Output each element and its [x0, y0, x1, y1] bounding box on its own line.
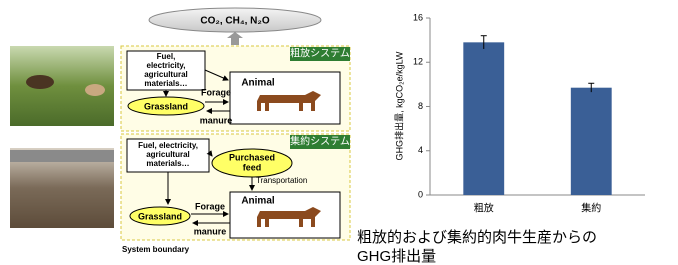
x-tick-label: 粗放	[474, 202, 494, 215]
manure-label: manure	[200, 115, 233, 125]
y-tick-label: 16	[413, 12, 423, 22]
input-text: Fuel,	[157, 52, 176, 61]
bar	[571, 88, 612, 195]
caption: GHG排出量	[357, 248, 436, 265]
transport-label: Transportation	[256, 176, 307, 185]
feed-label: Purchased	[229, 152, 275, 162]
input-text: materials…	[146, 159, 189, 168]
bar	[463, 42, 504, 195]
manure-label: manure	[194, 226, 227, 236]
grassland-label: Grassland	[144, 101, 188, 111]
y-tick-label: 8	[418, 101, 423, 111]
figure: CO₂, CH₄, N₂O 粗放システム Fuel, electricity, …	[0, 0, 678, 265]
y-tick-label: 4	[418, 145, 423, 155]
emission-arrow	[227, 32, 243, 45]
input-text: agricultural	[144, 70, 188, 79]
boundary-label: System boundary	[122, 245, 190, 254]
input-text: Fuel, electricity,	[138, 141, 198, 150]
x-tick-label: 集約	[581, 202, 601, 215]
photo-cow	[85, 84, 105, 96]
animal-label: Animal	[241, 196, 275, 207]
input-text: agricultural	[146, 150, 190, 159]
feed-label: feed	[243, 162, 262, 172]
grassland-label: Grassland	[138, 211, 182, 221]
animal-label: Animal	[241, 78, 275, 89]
y-axis-label: GHG排出量, kgCO₂e/kgLW	[393, 51, 404, 160]
photo-roof	[10, 150, 114, 162]
forage-label: Forage	[201, 87, 231, 97]
system-title: 粗放システム	[290, 47, 350, 60]
y-tick-label: 0	[418, 189, 423, 199]
system-title: 集約システム	[290, 135, 350, 148]
input-text: electricity,	[147, 61, 186, 70]
emissions-label: CO₂, CH₄, N₂O	[200, 16, 269, 27]
caption: 粗放的および集約的肉牛生産からの	[357, 229, 597, 246]
input-text: materials…	[144, 79, 187, 88]
y-tick-label: 12	[413, 57, 423, 67]
forage-label: Forage	[195, 201, 225, 211]
bar-chart: 0 4 8 12 16 粗放 集約	[413, 12, 645, 214]
photo-cow	[26, 75, 54, 89]
page: CO₂, CH₄, N₂O 粗放システム Fuel, electricity, …	[0, 0, 678, 265]
